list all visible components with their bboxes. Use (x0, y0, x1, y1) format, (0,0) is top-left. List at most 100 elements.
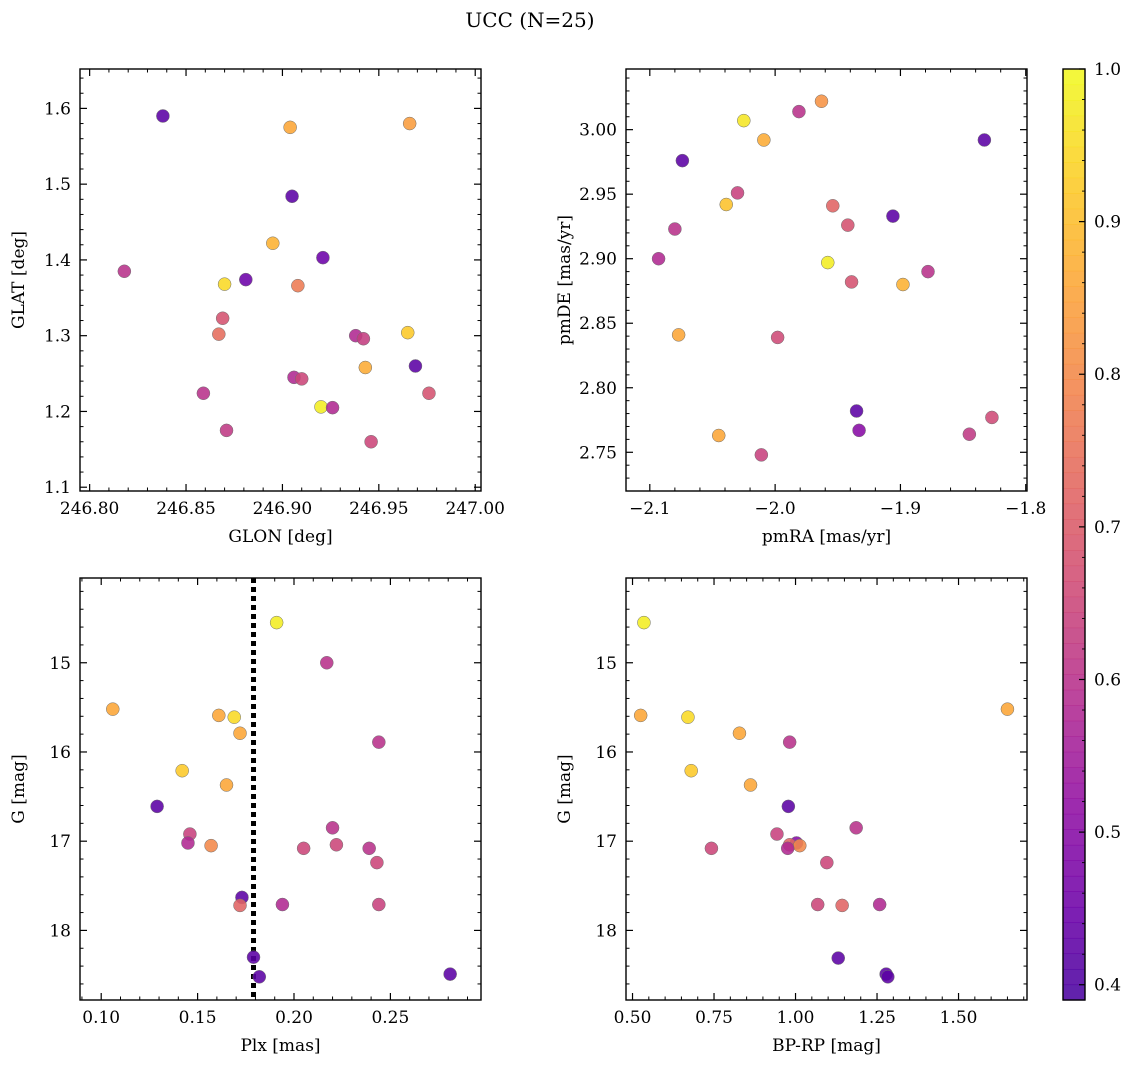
scatter-point (651, 251, 666, 266)
scatter-point (704, 841, 719, 856)
scatter-point (246, 950, 261, 964)
y-axis-label: G [mag] (9, 754, 29, 823)
y-tick-label: 2.95 (579, 185, 617, 205)
x-tick-label: −1.9 (880, 499, 921, 519)
scatter-point (921, 264, 935, 279)
scatter-point (872, 897, 887, 912)
scatter-point (841, 218, 855, 232)
scatter-point (402, 116, 417, 131)
scatter-point (732, 726, 747, 740)
colorbar-segment (1063, 146, 1085, 163)
scatter-point (269, 615, 284, 630)
scatter-point (275, 897, 290, 912)
y-tick-label: 2.80 (579, 379, 617, 399)
colorbar-segment (1063, 115, 1085, 132)
y-tick-label: 2.90 (579, 250, 617, 270)
y-tick-label: 1.1 (44, 478, 71, 498)
colorbar-segment (1063, 425, 1085, 442)
scatter-point (219, 778, 234, 792)
colorbar-frame (1062, 68, 1086, 1001)
colorbar-tick-label: 0.9 (1094, 213, 1121, 233)
data-layer (651, 94, 999, 462)
scatter-point (217, 277, 232, 291)
x-tick-label: 246.80 (60, 499, 119, 519)
y-axis-label: pmDE [mas/yr] (555, 215, 575, 345)
y-tick-label: 2.75 (579, 443, 617, 463)
colorbar-segment (1063, 301, 1085, 318)
scatter-point (117, 264, 132, 279)
axes-frame (79, 68, 482, 492)
scatter-point (668, 222, 682, 236)
colorbar-segment (1063, 472, 1085, 489)
scatter-point (329, 838, 344, 852)
scatter-point (820, 855, 834, 870)
colorbar-segment (1063, 317, 1085, 334)
scatter-point (204, 838, 218, 853)
colorbar-segment (1063, 829, 1085, 846)
scatter-point (849, 404, 864, 418)
y-axis-label: GLAT [deg] (9, 231, 29, 329)
scatter-point (977, 133, 992, 147)
colorbar-segment (1063, 534, 1085, 551)
colorbar-tick-label: 1.0 (1094, 60, 1121, 80)
colorbar-segment (1063, 922, 1085, 939)
colorbar-segment (1063, 456, 1085, 474)
colorbar-segment (1063, 363, 1085, 380)
colorbar-segment (1063, 798, 1085, 815)
scatter-point (252, 970, 267, 984)
colorbar-segment (1063, 193, 1085, 210)
scatter-point (408, 359, 423, 373)
colorbar-segment (1063, 286, 1085, 303)
scatter-point (633, 708, 648, 723)
x-tick-label: 247.00 (445, 499, 504, 519)
scatter-point (770, 827, 784, 841)
scatter-point (780, 841, 795, 856)
scatter-point (358, 360, 373, 375)
scatter-point (212, 708, 226, 723)
axes-frame (79, 577, 482, 1001)
scatter-point (283, 120, 297, 135)
scatter-point (285, 189, 299, 204)
scatter-point (212, 327, 226, 341)
y-tick-label: 18 (49, 921, 71, 941)
x-tick-label: 0.15 (179, 1008, 217, 1028)
colorbar-segment (1063, 674, 1085, 691)
scatter-point (443, 967, 457, 981)
panel-glon-glat: 246.80 246.85 246.90 246.95 247.00 1.1 1.2 1.3 1… (9, 68, 505, 547)
scatter-point (684, 763, 698, 778)
scatter-point (835, 898, 849, 913)
scatter-point (239, 272, 253, 287)
colorbar-tick-label: 0.7 (1094, 518, 1121, 538)
colorbar-segment (1063, 239, 1085, 256)
colorbar-segment (1063, 487, 1085, 505)
colorbar-segment (1063, 720, 1085, 737)
colorbar-segment (1063, 503, 1085, 520)
y-tick-label: 1.6 (44, 99, 71, 119)
x-tick-label: 0.20 (275, 1008, 313, 1028)
colorbar-segment (1063, 518, 1085, 536)
x-tick-label: −2.1 (629, 499, 670, 519)
colorbar-segment (1063, 270, 1085, 287)
x-tick-label: 246.95 (349, 499, 408, 519)
y-tick-label: 1.5 (44, 175, 71, 195)
x-tick-label: −1.8 (1005, 499, 1046, 519)
axes-frame (625, 68, 1028, 492)
colorbar-segment (1063, 224, 1085, 241)
y-tick-label: 18 (595, 921, 617, 941)
scatter-point (962, 427, 977, 441)
y-axis-label: G [mag] (555, 754, 575, 823)
x-tick-label: 0.25 (371, 1008, 409, 1028)
scatter-point (291, 278, 305, 293)
colorbar-tick-label: 0.6 (1094, 670, 1121, 690)
scatter-point (896, 277, 910, 292)
y-tick-label: 15 (49, 654, 71, 674)
scatter-point (637, 615, 651, 630)
data-layer (633, 615, 1015, 984)
colorbar-segment (1063, 860, 1085, 877)
colorbar-segment (1063, 177, 1085, 194)
x-tick-label: 0.10 (82, 1008, 120, 1028)
colorbar-segment (1063, 394, 1085, 411)
scatter-point (294, 372, 309, 386)
scatter-point (844, 275, 859, 289)
